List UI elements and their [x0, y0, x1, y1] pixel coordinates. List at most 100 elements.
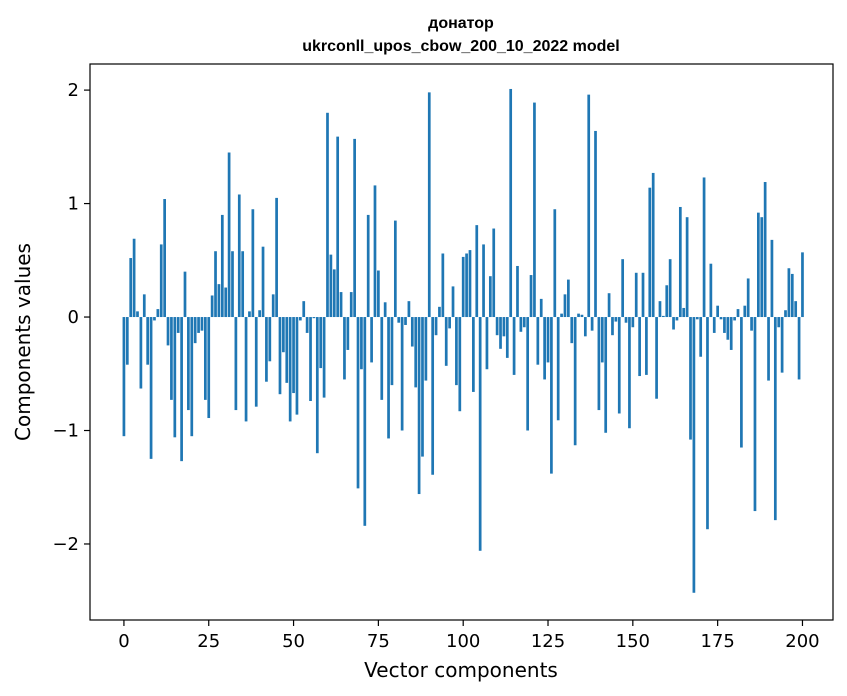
bar-155	[648, 187, 652, 318]
bar-17	[180, 317, 183, 462]
bar-114	[509, 88, 513, 318]
bar-151	[634, 272, 638, 318]
bar-159	[662, 315, 665, 318]
bar-15	[173, 317, 177, 438]
bar-129	[560, 313, 563, 318]
bar-81	[397, 317, 401, 323]
bar-191	[770, 239, 774, 318]
bar-173	[709, 263, 713, 318]
bar-179	[729, 317, 733, 350]
bar-184	[746, 278, 750, 318]
bar-106	[482, 244, 485, 318]
bar-42	[265, 317, 268, 382]
bar-150	[631, 317, 635, 328]
bar-166	[685, 217, 689, 318]
x-tick-label: 100	[446, 631, 480, 652]
bar-131	[567, 279, 570, 318]
bar-27	[214, 251, 217, 318]
bar-57	[315, 317, 319, 454]
bar-108	[488, 276, 492, 318]
bar-143	[607, 293, 611, 318]
bar-58	[319, 317, 323, 369]
bar-137	[587, 94, 591, 318]
bar-174	[712, 317, 716, 333]
bar-74	[373, 185, 377, 318]
bar-4	[136, 311, 139, 318]
bar-80	[393, 220, 397, 318]
bar-79	[390, 317, 394, 386]
plot-frame	[89, 63, 834, 621]
bar-46	[278, 317, 282, 395]
bar-91	[431, 317, 435, 475]
bar-97	[451, 286, 455, 318]
bar-7	[146, 317, 150, 365]
bar-149	[628, 317, 631, 429]
bar-98	[455, 317, 458, 386]
x-tick-label: 200	[785, 631, 819, 652]
bar-61	[329, 254, 333, 318]
bar-197	[790, 273, 794, 318]
bar-99	[458, 317, 462, 412]
bar-115	[512, 317, 516, 375]
x-axis-label: Vector components	[364, 658, 558, 682]
bar-82	[400, 317, 404, 431]
bar-21	[193, 317, 197, 344]
x-tick-label: 25	[197, 631, 220, 652]
bar-32	[231, 251, 234, 318]
bar-73	[370, 317, 373, 363]
bar-63	[336, 136, 340, 318]
bar-146	[617, 317, 621, 414]
y-tick-label: 2	[68, 80, 79, 101]
bar-89	[424, 317, 428, 381]
bar-140	[597, 317, 601, 411]
bar-152	[638, 317, 641, 377]
bar-196	[787, 268, 791, 318]
bar-183	[743, 305, 747, 318]
x-tick-label: 50	[282, 631, 305, 652]
bar-38	[251, 209, 255, 318]
bar-47	[282, 317, 285, 353]
bar-172	[706, 317, 709, 530]
bar-144	[611, 317, 614, 336]
bar-62	[332, 269, 336, 318]
bar-22	[197, 317, 200, 333]
bar-195	[784, 310, 787, 318]
bar-169	[695, 317, 699, 320]
bar-122	[536, 317, 540, 365]
bar-55	[309, 317, 312, 402]
bar-59	[322, 317, 326, 398]
bar-72	[366, 214, 370, 318]
bar-135	[580, 314, 584, 318]
bar-121	[533, 102, 536, 318]
chart-subtitle: ukrconll_upos_cbow_200_10_2022 model	[302, 38, 619, 55]
bar-68	[353, 138, 356, 318]
bar-145	[614, 317, 618, 322]
bar-124	[543, 317, 546, 380]
bar-193	[777, 317, 781, 328]
bar-66	[346, 317, 350, 350]
bar-176	[719, 317, 723, 320]
bar-31	[227, 152, 231, 318]
bar-54	[305, 317, 309, 333]
bar-76	[380, 317, 384, 400]
bar-65	[343, 317, 346, 380]
bar-171	[702, 177, 706, 318]
bar-111	[499, 317, 502, 349]
bar-93	[438, 306, 441, 318]
bar-182	[740, 317, 743, 448]
bar-119	[526, 317, 530, 431]
bar-186	[753, 317, 757, 512]
bar-64	[339, 292, 343, 318]
bar-86	[414, 317, 418, 388]
bar-181	[736, 309, 740, 318]
bar-69	[356, 317, 360, 489]
bar-67	[349, 292, 353, 318]
bar-157	[655, 317, 658, 399]
bar-132	[570, 317, 574, 344]
bar-87	[417, 317, 421, 495]
bar-23	[200, 317, 204, 331]
bar-75	[377, 270, 380, 318]
bar-56	[312, 317, 316, 319]
bar-164	[678, 206, 682, 318]
